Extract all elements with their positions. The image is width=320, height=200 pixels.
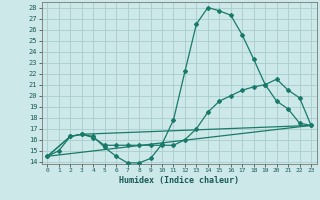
X-axis label: Humidex (Indice chaleur): Humidex (Indice chaleur): [119, 176, 239, 185]
